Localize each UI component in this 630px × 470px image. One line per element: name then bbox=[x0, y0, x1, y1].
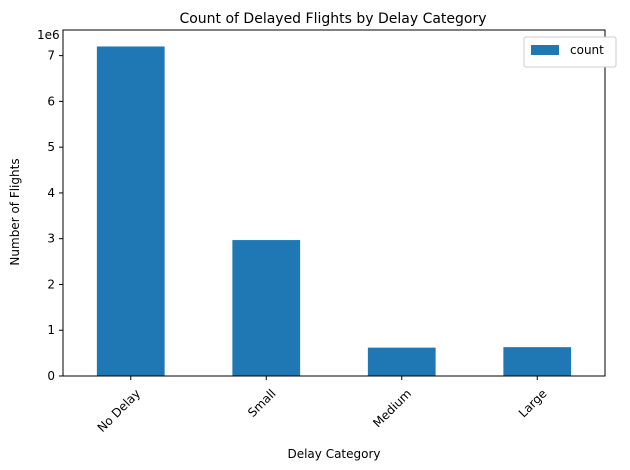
y-tick-label: 3 bbox=[47, 232, 55, 246]
y-tick-label: 2 bbox=[47, 277, 55, 291]
y-axis-multiplier: 1e6 bbox=[37, 28, 60, 42]
x-tick-label: Small bbox=[245, 386, 278, 419]
legend: count bbox=[523, 36, 617, 68]
bar-no-delay bbox=[96, 46, 165, 376]
x-axis-label: Delay Category bbox=[287, 447, 380, 461]
bar-small bbox=[232, 240, 301, 376]
x-tick-label: Medium bbox=[370, 386, 414, 430]
legend-label-count: count bbox=[570, 43, 604, 57]
chart-title: Count of Delayed Flights by Delay Catego… bbox=[179, 11, 486, 27]
legend-box bbox=[523, 36, 617, 68]
x-tick-label: Large bbox=[516, 386, 550, 420]
legend-swatch-count bbox=[531, 45, 559, 55]
bar-medium bbox=[367, 347, 436, 376]
y-tick-label: 4 bbox=[47, 186, 55, 200]
bar-large bbox=[503, 347, 572, 376]
y-tick-label: 7 bbox=[47, 49, 55, 63]
y-tick-label: 1 bbox=[47, 323, 55, 337]
y-axis-ticks: 0 1 2 3 4 5 6 7 bbox=[47, 49, 63, 383]
bars-layer bbox=[96, 46, 572, 376]
y-axis-label: Number of Flights bbox=[8, 158, 22, 265]
x-tick-label: No Delay bbox=[95, 386, 143, 434]
y-tick-label: 6 bbox=[47, 94, 55, 108]
y-tick-label: 0 bbox=[47, 369, 55, 383]
plot-frame bbox=[62, 29, 606, 377]
x-axis-ticks: No Delay Small Medium Large bbox=[95, 376, 550, 435]
y-tick-label: 5 bbox=[47, 140, 55, 154]
